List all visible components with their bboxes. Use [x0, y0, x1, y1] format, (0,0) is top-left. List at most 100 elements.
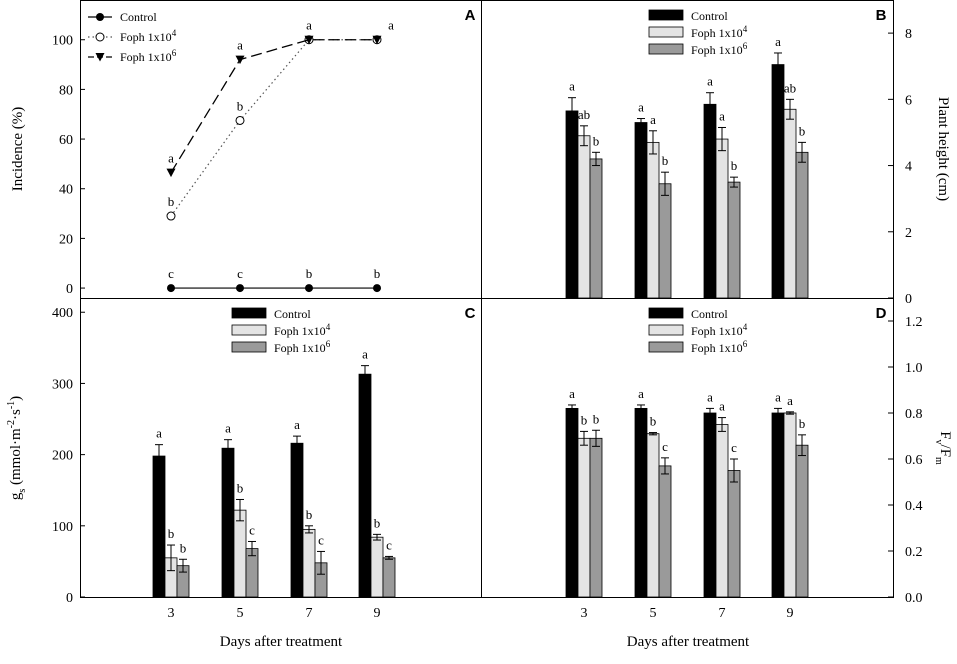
significance-label: a	[707, 389, 713, 404]
y-tick-label: 0.4	[905, 499, 923, 514]
x-tick-label: 3	[168, 606, 175, 621]
significance-label: ab	[784, 80, 796, 95]
bar	[589, 158, 603, 299]
significance-label: a	[787, 393, 793, 408]
significance-label: b	[168, 526, 175, 541]
bar	[703, 412, 717, 598]
legend-swatch	[648, 324, 684, 336]
panel-letter-d: D	[876, 305, 887, 322]
y-tick-label: 200	[52, 449, 73, 464]
data-point	[167, 284, 175, 293]
x-axis-c: 3 5 7 9	[168, 592, 381, 621]
y-axis-b: 0 2 4 6 8	[888, 27, 912, 307]
significance-label: b	[799, 416, 806, 431]
bar	[771, 64, 785, 299]
significance-label: b	[168, 194, 175, 209]
bar	[382, 557, 396, 598]
series-a-2	[166, 35, 382, 221]
legend-swatch	[231, 307, 267, 319]
x-axis-title-right: Days after treatment	[627, 634, 750, 650]
data-point	[166, 168, 176, 178]
data-point	[305, 284, 313, 293]
data-point	[304, 35, 314, 45]
legend-swatch	[648, 307, 684, 319]
y-axis-title-a: Incidence (%)	[10, 107, 26, 192]
significance-label: b	[662, 153, 669, 168]
bar	[290, 442, 304, 598]
data-point	[235, 115, 245, 125]
series-c-3: b c c c	[176, 522, 396, 598]
bar	[221, 447, 235, 598]
significance-label: c	[731, 440, 737, 455]
significance-label: b	[237, 480, 244, 495]
significance-label: a	[237, 38, 243, 53]
y-tick-label: 4	[905, 160, 912, 175]
legend-label: Control	[691, 9, 728, 23]
significance-label: ab	[578, 107, 590, 122]
bar	[634, 407, 648, 598]
bar	[370, 536, 384, 598]
bar	[646, 141, 660, 299]
panel-letter-a: A	[465, 7, 476, 24]
panel-letter-b: B	[876, 7, 887, 24]
legend-swatch	[231, 324, 267, 336]
legend-swatch	[648, 9, 684, 21]
significance-label: c	[237, 266, 243, 281]
legend-a: Control Foph 1x104 Foph 1x106	[88, 10, 177, 64]
significance-label: b	[306, 266, 313, 281]
series-a-1	[167, 284, 381, 293]
bar	[658, 465, 672, 598]
bar	[565, 110, 579, 299]
panel-frame-a	[80, 0, 482, 299]
bar	[577, 135, 591, 299]
significance-label: a	[388, 18, 394, 33]
panel-letter-c: C	[465, 305, 476, 322]
significance-label: b	[374, 515, 381, 530]
bar	[152, 455, 166, 598]
legend-swatch	[648, 341, 684, 353]
significance-label: b	[180, 540, 187, 555]
x-axis-d: 3 5 7 9	[581, 592, 794, 621]
x-axis-title-left: Days after treatment	[220, 634, 343, 650]
series-d-2: b ba a	[577, 393, 797, 598]
significance-label: b	[374, 266, 381, 281]
y-tick-label: 80	[59, 83, 73, 98]
series-a-3	[166, 35, 382, 178]
significance-label: a	[225, 421, 231, 436]
y-tick-label: 0.8	[905, 407, 923, 422]
bar	[302, 528, 316, 598]
legend-swatch	[231, 341, 267, 353]
data-point	[166, 211, 176, 221]
y-axis-title-d: Fv/Fm	[933, 431, 953, 465]
y-tick-label: 60	[59, 133, 73, 148]
y-tick-label: 100	[52, 520, 73, 535]
legend-swatch	[648, 26, 684, 38]
y-tick-label: 400	[52, 306, 73, 321]
x-tick-label: 5	[650, 606, 657, 621]
y-axis-a: 0 20 40 60 80 100	[52, 34, 85, 297]
significance-label: a	[719, 108, 725, 123]
series-line	[170, 39, 377, 217]
legend-swatch	[648, 43, 684, 55]
bar	[771, 412, 785, 598]
series-b-2: ab a aab	[577, 80, 797, 299]
y-tick-label: 1.0	[905, 361, 923, 376]
data-point	[373, 284, 381, 293]
x-tick-label: 5	[237, 606, 244, 621]
data-point	[372, 35, 382, 45]
y-tick-label: 6	[905, 93, 912, 108]
y-tick-label: 100	[52, 34, 73, 49]
bar	[589, 437, 603, 598]
x-tick-label: 7	[306, 606, 313, 621]
significance-label: c	[249, 522, 255, 537]
y-tick-label: 2	[905, 226, 912, 241]
bar	[795, 151, 809, 299]
significance-label: a	[569, 79, 575, 94]
significance-label: b	[593, 133, 600, 148]
y-tick-label: 20	[59, 232, 73, 247]
